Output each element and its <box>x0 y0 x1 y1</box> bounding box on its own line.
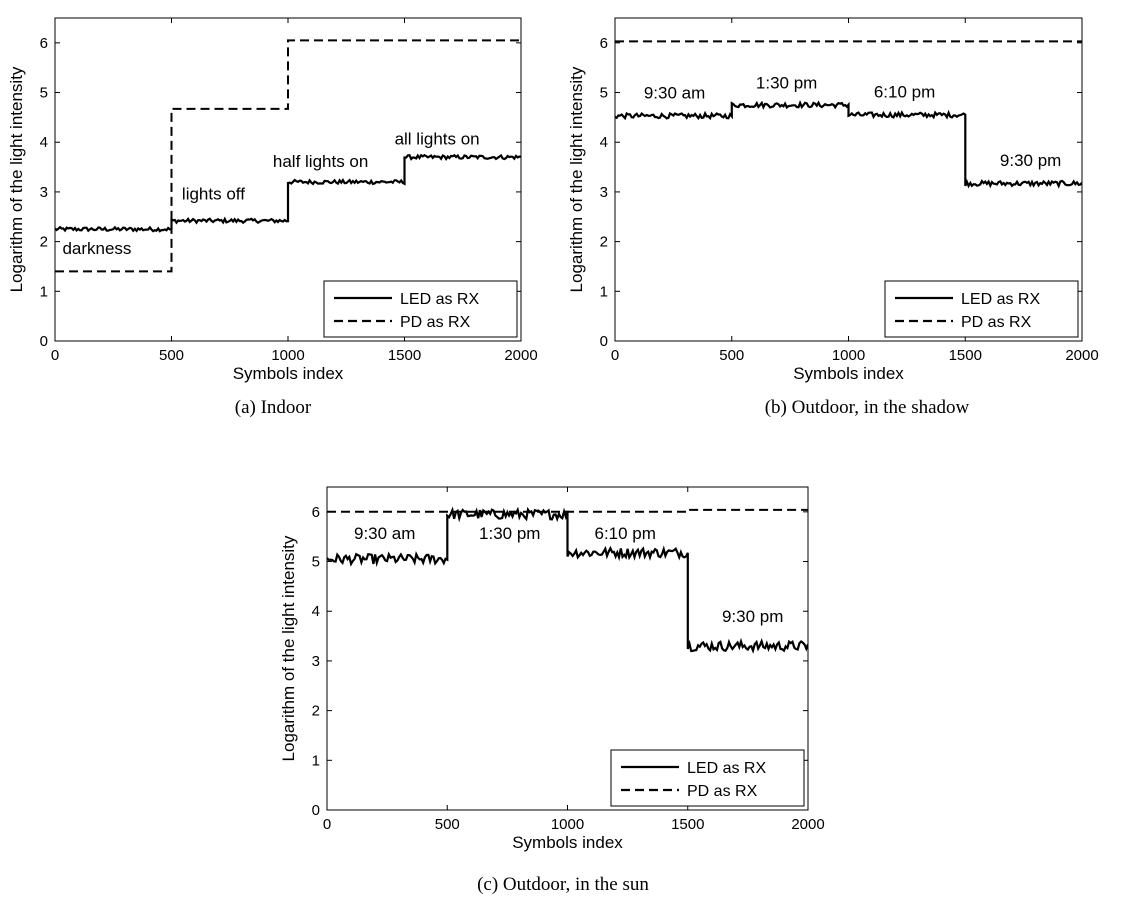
x-tick-label: 0 <box>323 816 331 833</box>
x-tick-label: 1500 <box>949 347 982 364</box>
x-tick-label: 1000 <box>551 816 584 833</box>
y-axis-label: Logarithm of the light intensity <box>7 66 26 292</box>
annotation-label: 9:30 am <box>354 524 415 543</box>
legend-entry-label: LED as RX <box>687 760 766 777</box>
x-tick-label: 0 <box>611 347 619 364</box>
legend-entry-label: LED as RX <box>961 291 1040 308</box>
y-tick-label: 1 <box>312 752 320 769</box>
y-tick-label: 3 <box>312 653 320 670</box>
legend: LED as RX PD as RX <box>610 749 805 807</box>
annotation-label: lights off <box>182 184 245 203</box>
y-tick-label: 4 <box>40 134 48 151</box>
annotation-label: 1:30 pm <box>756 74 817 93</box>
annotation-label: 1:30 pm <box>479 524 540 543</box>
annotation-label: 6:10 pm <box>874 83 935 102</box>
y-tick-label: 2 <box>600 234 608 251</box>
figure-caption: (a) Indoor <box>235 397 312 418</box>
legend: LED as RX PD as RX <box>884 280 1079 338</box>
y-tick-label: 3 <box>600 184 608 201</box>
chart-panel-2: 0 500 1000 1500 2000 0 1 2 3 4 5 6 Symbols index Loga… <box>567 17 1099 418</box>
legend-box <box>884 280 1079 338</box>
y-tick-label: 5 <box>40 85 48 102</box>
legend: LED as RX PD as RX <box>323 280 518 338</box>
x-tick-label: 2000 <box>504 347 537 364</box>
chart-panel-3: 0 500 1000 1500 2000 0 1 2 3 4 5 6 Symbols index Loga… <box>279 486 825 895</box>
x-tick-label: 1000 <box>832 347 865 364</box>
x-tick-label: 2000 <box>791 816 824 833</box>
y-tick-label: 5 <box>600 85 608 102</box>
x-tick-label: 1500 <box>388 347 421 364</box>
series-led-as-rx-line <box>55 153 521 233</box>
x-tick-label: 0 <box>51 347 59 364</box>
legend-box <box>610 749 805 807</box>
y-tick-label: 0 <box>312 802 320 819</box>
y-tick-label: 0 <box>600 333 608 350</box>
y-tick-label: 4 <box>312 603 320 620</box>
annotation-label: half lights on <box>273 152 368 171</box>
y-tick-label: 3 <box>40 184 48 201</box>
annotation-label: darkness <box>62 239 131 258</box>
x-tick-label: 500 <box>719 347 744 364</box>
legend-entry-label: LED as RX <box>400 291 479 308</box>
y-tick-label: 2 <box>312 703 320 720</box>
series-led-as-rx-line <box>327 506 808 654</box>
legend-box <box>323 280 518 338</box>
x-tick-label: 1000 <box>271 347 304 364</box>
annotation-label: 6:10 pm <box>595 524 656 543</box>
y-tick-label: 6 <box>40 35 48 52</box>
series-led-as-rx-line <box>615 100 1082 189</box>
x-axis-label: Symbols index <box>233 364 344 383</box>
x-tick-label: 1500 <box>671 816 704 833</box>
y-tick-label: 5 <box>312 554 320 571</box>
annotation-label: 9:30 pm <box>1000 151 1061 170</box>
figure-caption: (b) Outdoor, in the shadow <box>765 397 970 418</box>
y-tick-label: 2 <box>40 234 48 251</box>
x-tick-label: 500 <box>435 816 460 833</box>
y-axis-label: Logarithm of the light intensity <box>279 535 298 761</box>
annotation-label: 9:30 am <box>644 84 705 103</box>
y-axis-label: Logarithm of the light intensity <box>567 66 586 292</box>
x-axis-label: Symbols index <box>512 833 623 852</box>
figure-caption: (c) Outdoor, in the sun <box>477 874 649 895</box>
legend-entry-label: PD as RX <box>687 783 758 800</box>
y-tick-label: 1 <box>40 283 48 300</box>
annotation-label: 9:30 pm <box>722 607 783 626</box>
x-tick-label: 2000 <box>1065 347 1098 364</box>
y-tick-label: 4 <box>600 134 608 151</box>
y-tick-label: 1 <box>600 283 608 300</box>
legend-entry-label: PD as RX <box>400 314 471 331</box>
legend-entry-label: PD as RX <box>961 314 1032 331</box>
x-axis-label: Symbols index <box>793 364 904 383</box>
series-pd-as-rx-line <box>55 39 521 273</box>
y-tick-label: 6 <box>600 35 608 52</box>
annotation-label: all lights on <box>395 130 480 149</box>
chart-panel-1: 0 500 1000 1500 2000 0 1 2 3 4 5 6 Symbols index Loga… <box>7 17 538 418</box>
series-pd-as-rx-line <box>327 508 808 513</box>
y-tick-label: 0 <box>40 333 48 350</box>
y-tick-label: 6 <box>312 504 320 521</box>
x-tick-label: 500 <box>159 347 184 364</box>
